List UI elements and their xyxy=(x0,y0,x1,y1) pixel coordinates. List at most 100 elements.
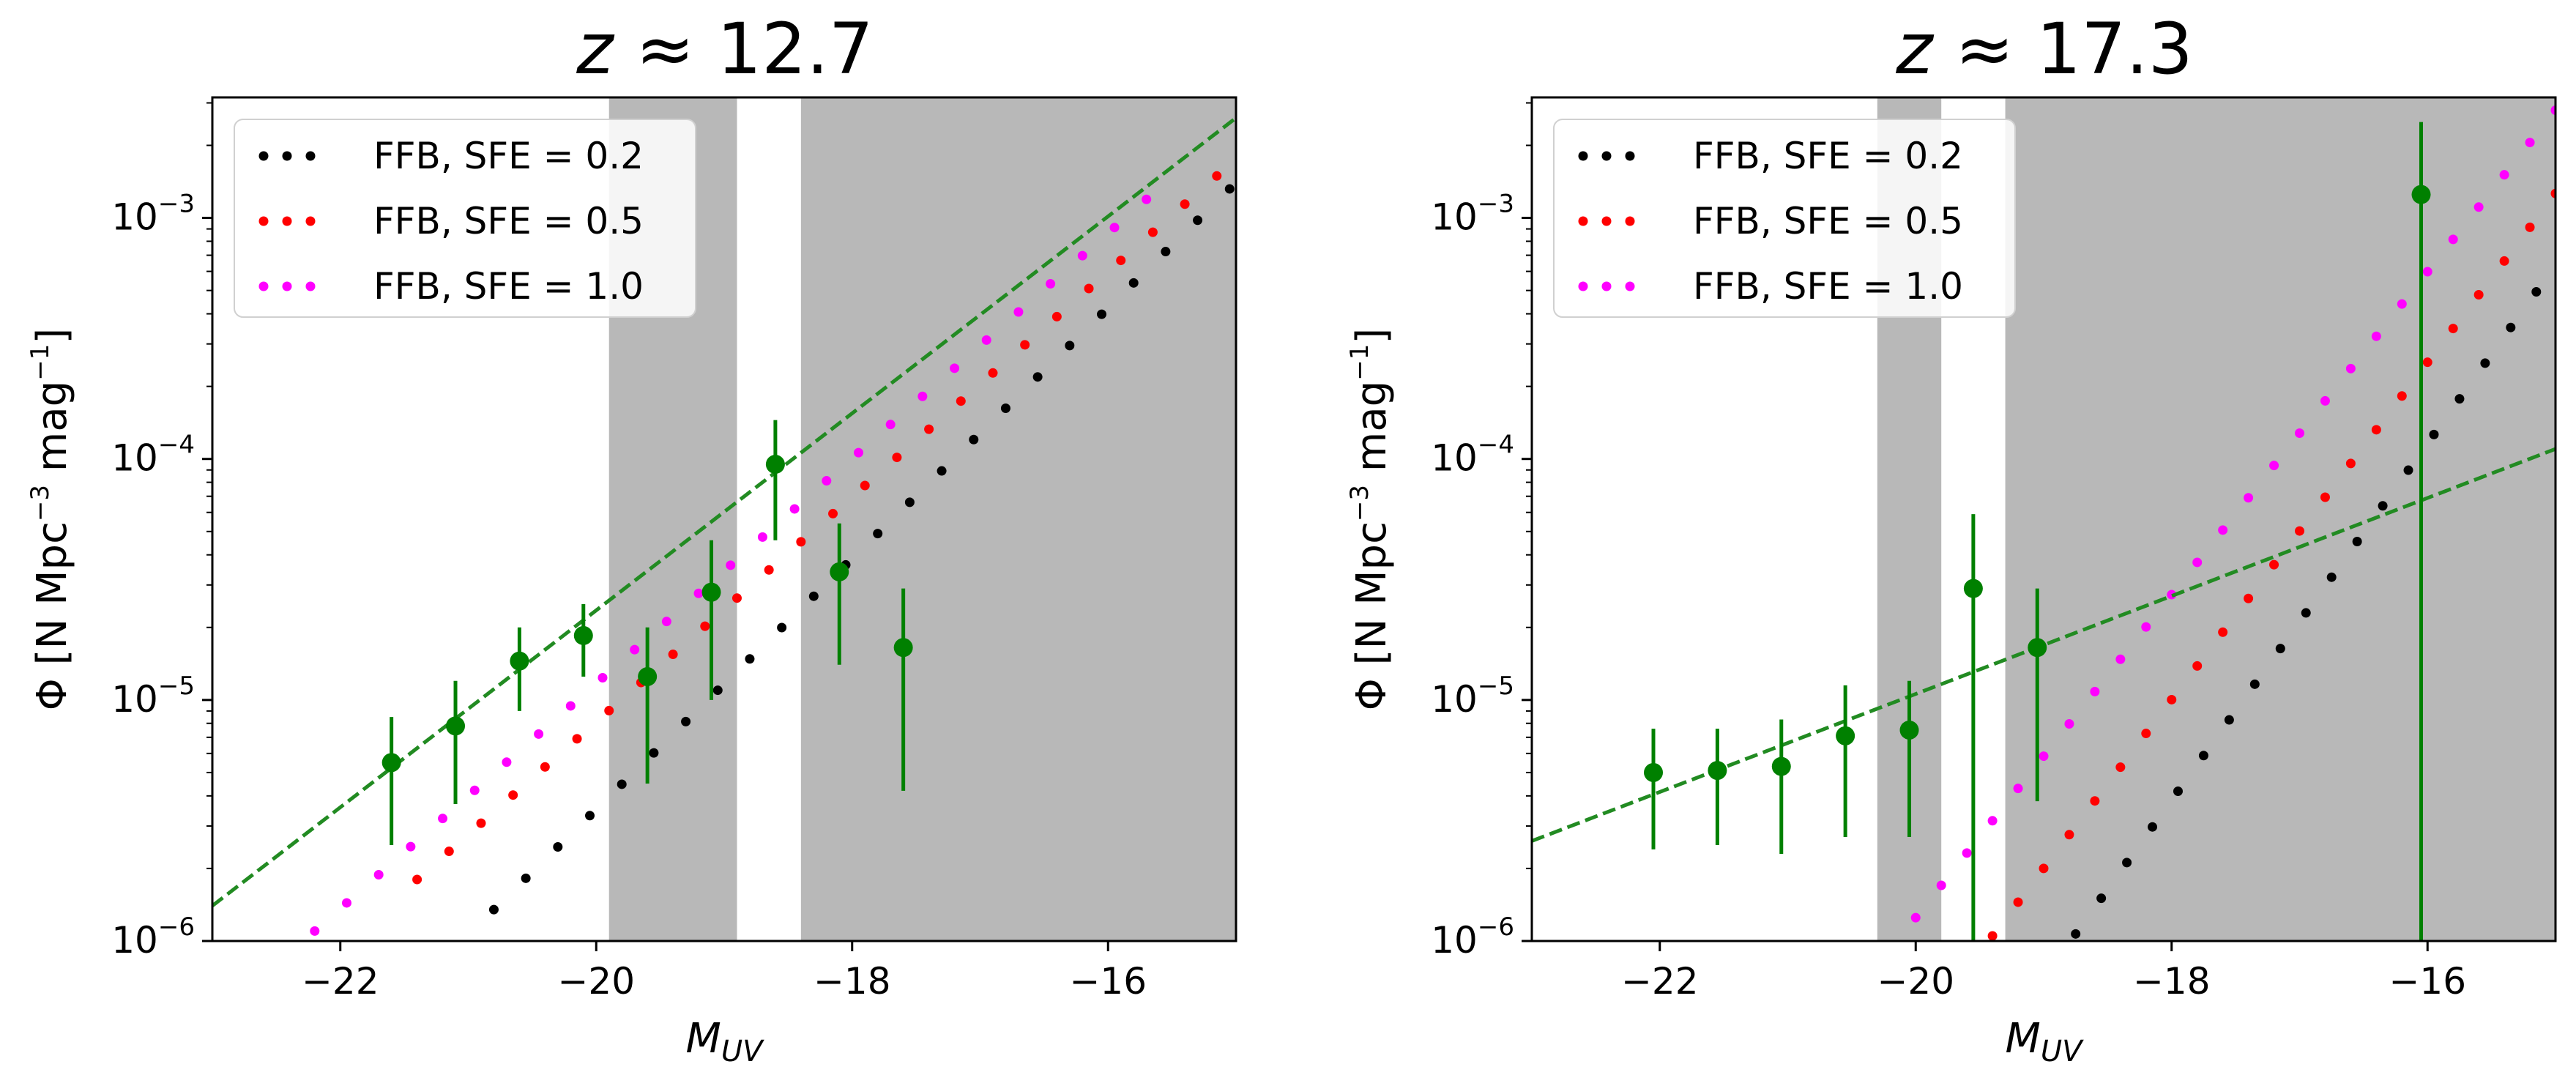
model-point xyxy=(444,847,454,857)
model-point xyxy=(1116,256,1126,266)
model-point xyxy=(2198,751,2208,761)
model-point xyxy=(412,874,422,885)
series-sfe-1.0 xyxy=(310,194,1152,936)
model-point xyxy=(2499,170,2509,180)
model-point xyxy=(1065,341,1075,351)
model-point xyxy=(2422,357,2432,368)
model-point xyxy=(2167,694,2177,704)
legend-marker xyxy=(282,216,292,226)
model-point xyxy=(873,529,883,539)
model-point xyxy=(1147,227,1158,237)
model-point xyxy=(2557,251,2566,261)
plot-area xyxy=(212,97,1236,941)
legend-label: FFB, SFE = 0.5 xyxy=(373,200,644,242)
model-point xyxy=(565,701,576,711)
model-point xyxy=(2371,331,2381,341)
observed-points xyxy=(381,420,913,846)
legend-marker xyxy=(1601,281,1612,291)
model-point xyxy=(2064,830,2074,840)
model-point xyxy=(2473,202,2484,212)
legend-box xyxy=(234,119,696,318)
model-point xyxy=(969,434,979,445)
model-point xyxy=(341,898,351,908)
model-point xyxy=(796,537,806,547)
model-point xyxy=(2013,897,2023,907)
model-point xyxy=(553,842,563,852)
legend-marker xyxy=(1578,216,1588,226)
x-tick-label: −16 xyxy=(2389,960,2466,1003)
model-point xyxy=(2148,822,2158,832)
model-point xyxy=(1987,816,1998,826)
model-point xyxy=(853,447,863,458)
y-axis-label: Φ [N Mpc−3 mag−1] xyxy=(26,328,76,710)
model-point xyxy=(2192,661,2203,671)
model-point xyxy=(2345,458,2356,469)
model-point xyxy=(1212,171,1222,181)
data-point xyxy=(1771,756,1791,776)
model-point xyxy=(2320,395,2330,406)
data-point xyxy=(1708,761,1727,781)
model-point xyxy=(2115,762,2126,773)
model-point xyxy=(2550,105,2555,115)
x-axis-label: MUV xyxy=(686,1015,765,1068)
model-point xyxy=(2550,188,2555,198)
model-point xyxy=(2275,644,2285,654)
data-point xyxy=(510,651,529,671)
legend-marker xyxy=(282,281,292,291)
model-point xyxy=(1046,279,1056,289)
model-point xyxy=(2269,559,2279,570)
legend: FFB, SFE = 0.2 FFB, SFE = 0.5 FFB, SFE = 1… xyxy=(234,119,696,318)
legend-marker xyxy=(1625,151,1635,161)
model-point xyxy=(2013,784,2023,794)
model-point xyxy=(2506,322,2516,332)
model-point xyxy=(1084,283,1094,294)
model-point xyxy=(1013,307,1024,317)
model-point xyxy=(1910,912,1921,923)
model-point xyxy=(2090,686,2100,696)
series-sfe-0.5 xyxy=(1987,188,2555,941)
model-point xyxy=(2218,627,2228,637)
model-point xyxy=(2141,729,2151,739)
legend-box xyxy=(1553,119,2016,318)
model-point xyxy=(808,591,819,601)
axes-frame xyxy=(1530,96,2557,942)
chart-panel-right: −22 −20 −18 −16 10−6 10−5 10−4 10−3 MUV Φ [N Mpc−… xyxy=(1345,8,2566,1068)
legend-label: FFB, SFE = 0.5 xyxy=(1693,200,1963,242)
model-point xyxy=(2397,299,2407,309)
legend-marker xyxy=(305,151,316,161)
legend-marker xyxy=(1601,151,1612,161)
model-point xyxy=(2397,391,2407,401)
model-point xyxy=(598,673,608,683)
model-point xyxy=(745,654,755,664)
x-tick-label: −18 xyxy=(814,960,891,1003)
model-point xyxy=(572,734,582,744)
model-point xyxy=(1051,311,1062,321)
model-point xyxy=(2320,492,2330,502)
legend-marker xyxy=(305,216,316,226)
legend-marker xyxy=(305,281,316,291)
model-point xyxy=(661,617,671,627)
model-point xyxy=(2499,256,2509,266)
model-point xyxy=(2345,363,2356,373)
model-point xyxy=(822,476,832,486)
model-point xyxy=(892,453,902,463)
fit-line xyxy=(212,116,1236,907)
data-point xyxy=(381,753,401,773)
legend-label: FFB, SFE = 0.2 xyxy=(373,135,644,177)
model-point xyxy=(1936,880,1946,890)
model-point xyxy=(917,391,928,401)
model-point xyxy=(488,904,499,915)
model-point xyxy=(604,705,614,715)
model-point xyxy=(438,814,448,824)
model-point xyxy=(2173,786,2183,796)
model-point xyxy=(937,466,947,476)
legend-marker xyxy=(258,281,269,291)
model-point xyxy=(1180,199,1190,209)
model-point xyxy=(2378,501,2388,511)
model-point xyxy=(540,762,550,772)
model-point xyxy=(2448,234,2458,245)
y-tick-label: 10−4 xyxy=(1431,431,1514,480)
model-point xyxy=(1032,372,1043,382)
model-point xyxy=(1109,223,1120,233)
